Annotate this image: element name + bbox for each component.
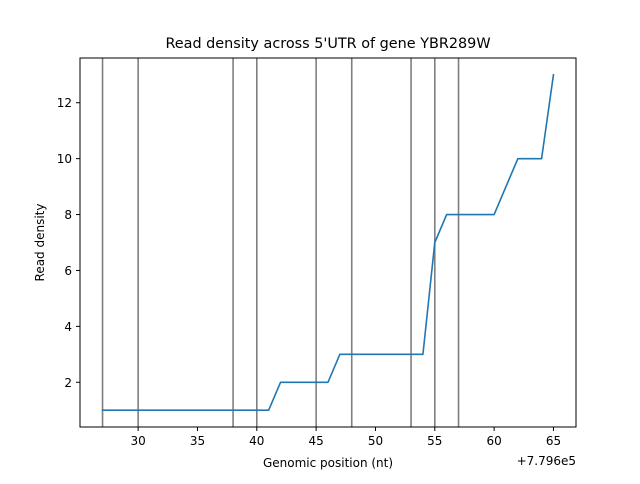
y-tick-label: 8 xyxy=(64,208,72,222)
x-tick-label: 35 xyxy=(190,434,205,448)
y-tick-label: 6 xyxy=(64,264,72,278)
x-tick-label: 50 xyxy=(368,434,383,448)
chart-title: Read density across 5'UTR of gene YBR289… xyxy=(165,36,490,52)
x-tick-label: 55 xyxy=(427,434,442,448)
y-tick-label: 12 xyxy=(57,96,72,110)
y-tick-label: 2 xyxy=(64,376,72,390)
series-layer xyxy=(101,73,555,412)
y-tick-label: 10 xyxy=(57,152,72,166)
x-axis-ticks: 30 35 40 45 50 55 60 65 xyxy=(131,427,561,448)
series-line xyxy=(101,73,555,412)
x-tick-label: 45 xyxy=(308,434,323,448)
y-axis-label: Read density xyxy=(33,204,47,282)
x-tick-label: 30 xyxy=(131,434,146,448)
plot-frame xyxy=(79,57,577,428)
x-tick-label: 40 xyxy=(249,434,264,448)
vertical-lines xyxy=(101,58,460,427)
y-axis-ticks: 2 4 6 8 10 12 xyxy=(57,96,80,390)
x-tick-label: 65 xyxy=(546,434,561,448)
x-axis-label: Genomic position (nt) xyxy=(263,456,393,470)
x-axis-offset-label: +7.796e5 xyxy=(517,454,576,468)
y-tick-label: 4 xyxy=(64,320,72,334)
x-tick-label: 60 xyxy=(486,434,501,448)
